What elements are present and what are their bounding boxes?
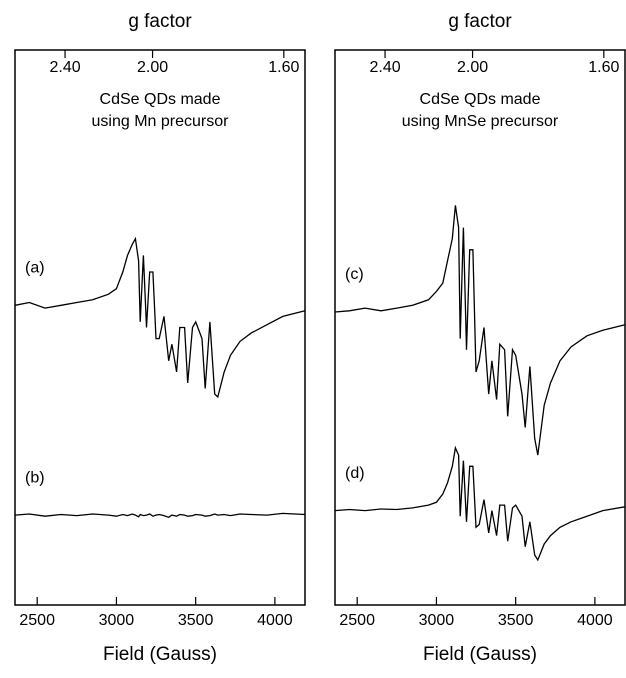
x-tick-label: 4000 xyxy=(577,612,613,629)
x2-tick-label: 1.60 xyxy=(268,59,299,76)
plot-frame xyxy=(334,49,626,606)
plot-frame xyxy=(14,49,306,606)
x-tick-label: 3000 xyxy=(99,612,135,629)
x-tick-label: 2500 xyxy=(339,612,375,629)
annotation: using MnSe precursor xyxy=(402,113,559,130)
series-label: (b) xyxy=(25,469,45,486)
x-tick-label: 2500 xyxy=(19,612,55,629)
series-label: (d) xyxy=(345,465,365,482)
x-axis-title: Field (Gauss) xyxy=(423,644,537,665)
series-label: (c) xyxy=(345,266,364,283)
x2-tick-label: 2.40 xyxy=(49,59,80,76)
spectrum-line xyxy=(334,205,626,456)
annotation: CdSe QDs made xyxy=(420,91,541,108)
annotation: using Mn precursor xyxy=(92,113,230,130)
series-label: (a) xyxy=(25,260,45,277)
x-tick-label: 3500 xyxy=(498,612,534,629)
x-tick-label: 3000 xyxy=(419,612,455,629)
annotation: CdSe QDs made xyxy=(100,91,221,108)
spectrum-line xyxy=(14,512,306,519)
x2-axis-title: g factor xyxy=(128,11,192,32)
x2-tick-label: 2.00 xyxy=(457,59,488,76)
x2-axis-title: g factor xyxy=(448,11,512,32)
x-axis-title: Field (Gauss) xyxy=(103,644,217,665)
x-tick-label: 4000 xyxy=(257,612,293,629)
x-tick-label: 3500 xyxy=(178,612,214,629)
spectrum-line xyxy=(14,236,306,399)
x2-tick-label: 2.00 xyxy=(137,59,168,76)
x2-tick-label: 1.60 xyxy=(588,59,619,76)
x2-tick-label: 2.40 xyxy=(369,59,400,76)
spectrum-line xyxy=(334,445,626,562)
